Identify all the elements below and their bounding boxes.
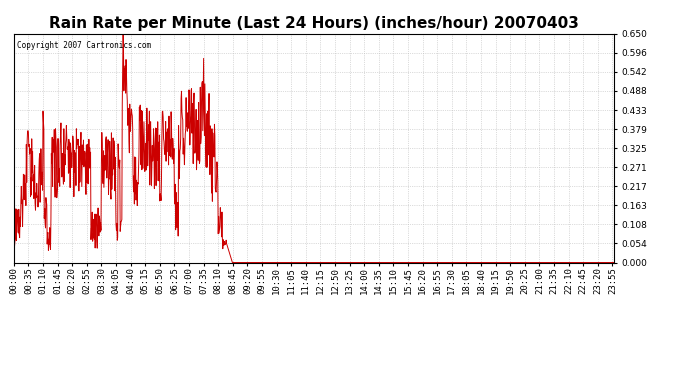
Title: Rain Rate per Minute (Last 24 Hours) (inches/hour) 20070403: Rain Rate per Minute (Last 24 Hours) (in… xyxy=(49,16,579,31)
Text: Copyright 2007 Cartronics.com: Copyright 2007 Cartronics.com xyxy=(17,40,151,50)
